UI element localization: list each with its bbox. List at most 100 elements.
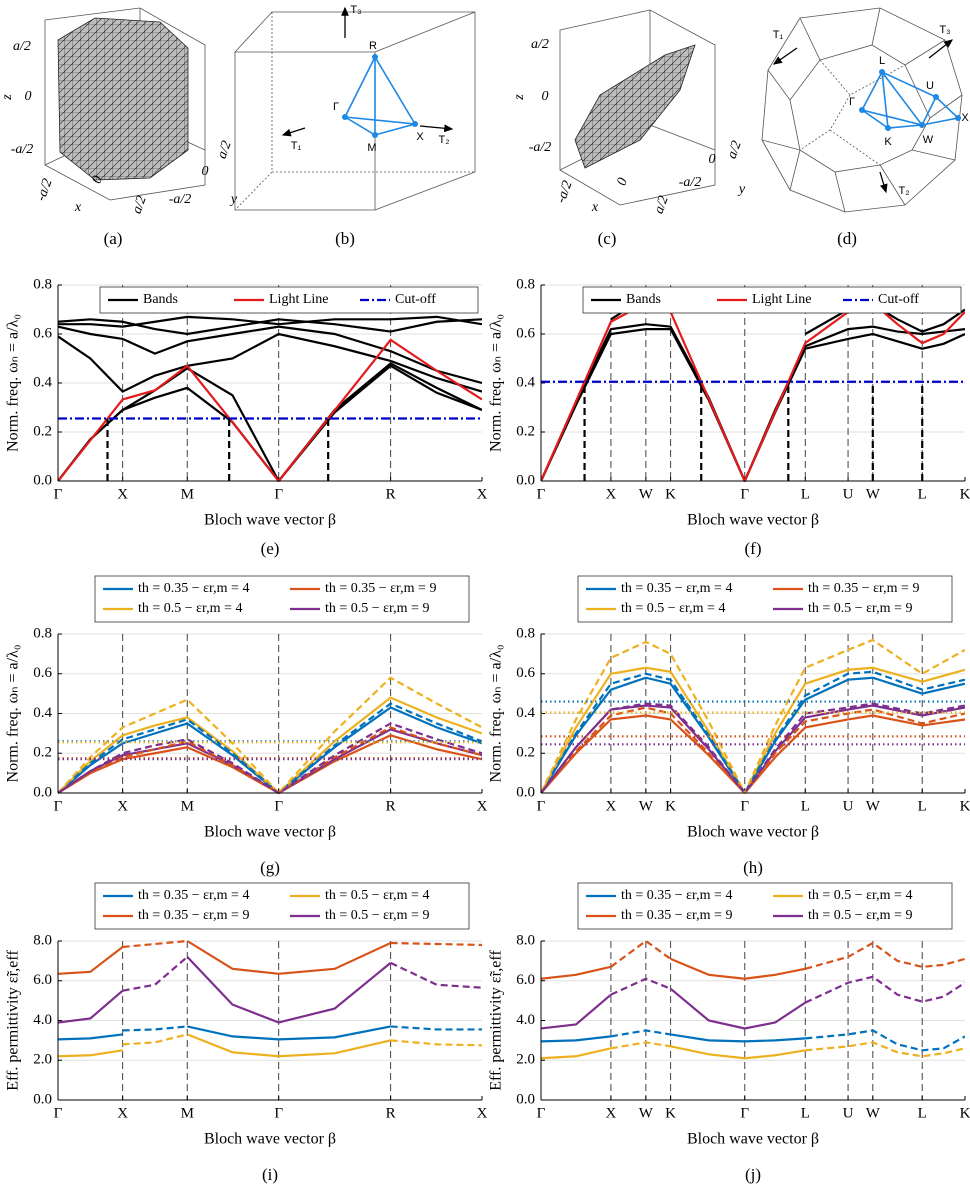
legend-label: th = 0.5 − εr,m = 9: [325, 601, 429, 616]
legend-label: th = 0.35 − εr,m = 4: [621, 888, 732, 903]
series-line: [122, 1025, 482, 1032]
y-tick-label: 0.0: [33, 784, 52, 800]
vector-label: T₃: [350, 4, 361, 16]
x-tick-label: L: [918, 486, 927, 502]
y-tick-label: 0.8: [33, 276, 52, 292]
x-tick-label: X: [117, 1105, 128, 1121]
series-line: [122, 940, 482, 949]
x-axis-title: Bloch wave vector β: [687, 824, 819, 841]
x-tick-label: K: [960, 1105, 970, 1121]
x-tick-label: Γ: [54, 486, 63, 502]
x-tick-label: X: [477, 1105, 488, 1121]
axis-label: x: [591, 200, 599, 215]
y-tick-label: 0.0: [516, 1091, 535, 1107]
series-line: [58, 1033, 391, 1058]
series-line: [58, 338, 482, 482]
caption: (e): [261, 539, 280, 558]
legend-label: Bands: [626, 292, 661, 307]
series-line: [541, 328, 965, 482]
axis-label: 0: [709, 152, 716, 167]
x-axis-title: Bloch wave vector β: [204, 1131, 336, 1148]
legend-label: th = 0.35 − εr,m = 4: [138, 888, 249, 903]
legend-label: Cut-off: [878, 292, 919, 307]
y-tick-label: 4.0: [516, 1012, 535, 1028]
legend-label: th = 0.5 − εr,m = 4: [621, 601, 725, 616]
axis-label: 0: [25, 89, 32, 104]
axis-label: x: [74, 200, 82, 215]
axis-label: -a/2: [554, 179, 576, 205]
axis-label: a/2: [215, 139, 235, 161]
series-line: [541, 957, 806, 980]
x-tick-label: W: [639, 798, 654, 814]
x-tick-label: Γ: [537, 798, 546, 814]
x-tick-label: W: [866, 798, 881, 814]
x-tick-label: X: [605, 798, 616, 814]
series-line: [58, 940, 392, 975]
y-tick-label: 0.4: [516, 374, 535, 390]
axis-label: y: [737, 182, 746, 197]
legend-label: th = 0.35 − εr,m = 9: [808, 581, 919, 596]
x-tick-label: X: [477, 486, 488, 502]
x-tick-label: W: [639, 1105, 654, 1121]
series-line: [58, 734, 482, 794]
y-tick-label: 0.0: [516, 784, 535, 800]
series-line: [58, 696, 482, 794]
y-tick-label: 0.2: [33, 745, 52, 761]
x-tick-label: L: [801, 1105, 810, 1121]
legend-label: th = 0.35 − εr,m = 4: [621, 581, 732, 596]
axis-label: 0: [89, 174, 105, 186]
series-line: [610, 1041, 965, 1058]
legend-label: th = 0.35 − εr,m = 4: [138, 581, 249, 596]
x-tick-label: Γ: [274, 486, 283, 502]
x-tick-label: Γ: [537, 1105, 546, 1121]
y-tick-label: 0.0: [33, 472, 52, 488]
x-tick-label: R: [386, 798, 396, 814]
series-line: [541, 706, 965, 794]
x-tick-label: Γ: [274, 798, 283, 814]
series-line: [58, 332, 482, 393]
axis-label: 0: [614, 176, 630, 188]
x-tick-label: K: [960, 798, 970, 814]
axis-label: -a/2: [529, 140, 552, 155]
point-label: U: [926, 80, 934, 92]
legend-label: th = 0.5 − εr,m = 9: [808, 601, 912, 616]
axis-label: a/2: [652, 194, 672, 216]
series-line: [610, 975, 965, 1004]
y-axis-title: Norm. freq. ωₙ = a/λ₀: [5, 645, 22, 783]
x-tick-label: X: [477, 798, 488, 814]
vector-label: T₂: [899, 185, 910, 197]
axis-label: -a/2: [169, 192, 192, 207]
series-line: [122, 1033, 482, 1047]
y-tick-label: 6.0: [516, 972, 535, 988]
series-line: [58, 676, 482, 794]
legend-label: Bands: [143, 292, 178, 307]
x-tick-label: X: [605, 486, 616, 502]
legend-label: th = 0.5 − εr,m = 4: [808, 888, 912, 903]
x-tick-label: W: [639, 486, 654, 502]
legend-box: [94, 882, 470, 930]
y-tick-label: 0.4: [516, 705, 535, 721]
axis-label: -a/2: [34, 177, 56, 203]
y-tick-label: 8.0: [516, 932, 535, 948]
legend-label: th = 0.5 − εr,m = 9: [325, 908, 429, 923]
y-tick-label: 0.8: [516, 625, 535, 641]
x-tick-label: Γ: [740, 798, 749, 814]
vector-label: T₁: [291, 140, 302, 152]
series-line: [58, 722, 482, 794]
legend-label: th = 0.35 − εr,m = 9: [138, 908, 249, 923]
legend-label: Light Line: [752, 292, 812, 307]
axis-label: y: [229, 192, 238, 207]
vector-label: T₁: [773, 29, 784, 41]
series-line: [610, 940, 965, 970]
series-line: [58, 362, 482, 482]
y-axis-title: Norm. freq. ωₙ = a/λ₀: [5, 314, 22, 452]
x-tick-label: X: [605, 1105, 616, 1121]
point-label: X: [961, 112, 969, 124]
x-tick-label: K: [665, 798, 676, 814]
axis-label: z: [512, 94, 527, 101]
point-label: W: [923, 134, 934, 146]
series-line: [58, 325, 482, 385]
y-tick-label: 0.2: [516, 745, 535, 761]
legend-box: [99, 286, 479, 314]
